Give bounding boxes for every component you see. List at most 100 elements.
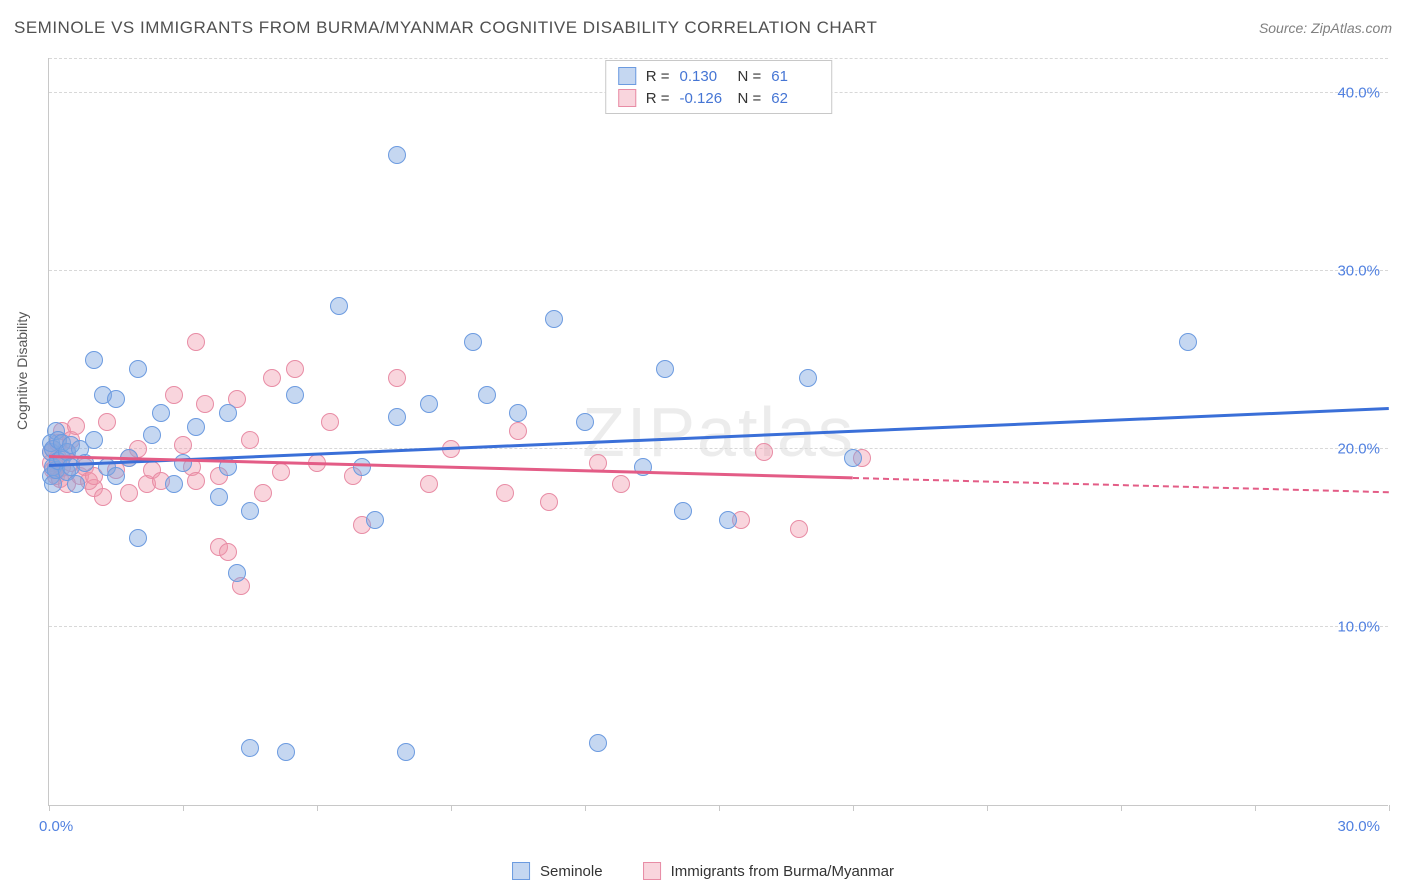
scatter-point-series1 bbox=[165, 475, 183, 493]
y-tick-label: 20.0% bbox=[1337, 440, 1380, 457]
scatter-point-series2 bbox=[496, 484, 514, 502]
legend-swatch-series2 bbox=[643, 862, 661, 880]
r-value-series1: 0.130 bbox=[680, 68, 728, 85]
scatter-point-series1 bbox=[152, 404, 170, 422]
scatter-point-series2 bbox=[67, 417, 85, 435]
scatter-point-series2 bbox=[187, 333, 205, 351]
n-value-series2: 62 bbox=[771, 90, 819, 107]
r-label: R = bbox=[646, 68, 670, 85]
scatter-point-series1 bbox=[143, 426, 161, 444]
scatter-point-series1 bbox=[545, 310, 563, 328]
legend-label-series2: Immigrants from Burma/Myanmar bbox=[671, 863, 894, 880]
x-tick bbox=[853, 805, 854, 811]
scatter-point-series1 bbox=[674, 502, 692, 520]
r-value-series2: -0.126 bbox=[680, 90, 728, 107]
chart-title: SEMINOLE VS IMMIGRANTS FROM BURMA/MYANMA… bbox=[14, 18, 877, 38]
scatter-point-series2 bbox=[187, 472, 205, 490]
series-legend: Seminole Immigrants from Burma/Myanmar bbox=[512, 862, 894, 880]
scatter-point-series2 bbox=[321, 413, 339, 431]
scatter-point-series1 bbox=[85, 351, 103, 369]
x-tick bbox=[1389, 805, 1390, 811]
x-tick bbox=[1255, 805, 1256, 811]
x-tick bbox=[1121, 805, 1122, 811]
scatter-point-series1 bbox=[589, 734, 607, 752]
scatter-point-series1 bbox=[241, 739, 259, 757]
legend-swatch-series1 bbox=[618, 67, 636, 85]
scatter-point-series1 bbox=[366, 511, 384, 529]
scatter-point-series2 bbox=[272, 463, 290, 481]
scatter-point-series2 bbox=[98, 413, 116, 431]
scatter-point-series1 bbox=[219, 404, 237, 422]
n-value-series1: 61 bbox=[771, 68, 819, 85]
scatter-point-series1 bbox=[107, 467, 125, 485]
scatter-point-series2 bbox=[263, 369, 281, 387]
scatter-point-series2 bbox=[196, 395, 214, 413]
scatter-point-series1 bbox=[129, 529, 147, 547]
scatter-point-series2 bbox=[509, 422, 527, 440]
grid-line bbox=[49, 270, 1388, 271]
grid-line bbox=[49, 58, 1388, 59]
scatter-point-series1 bbox=[576, 413, 594, 431]
x-axis-max-label: 30.0% bbox=[1337, 818, 1380, 835]
x-tick bbox=[49, 805, 50, 811]
scatter-point-series2 bbox=[790, 520, 808, 538]
scatter-point-series1 bbox=[509, 404, 527, 422]
x-tick bbox=[451, 805, 452, 811]
x-tick bbox=[183, 805, 184, 811]
scatter-point-series1 bbox=[844, 449, 862, 467]
scatter-point-series1 bbox=[719, 511, 737, 529]
scatter-point-series2 bbox=[254, 484, 272, 502]
scatter-point-series2 bbox=[420, 475, 438, 493]
scatter-point-series1 bbox=[228, 564, 246, 582]
x-tick bbox=[987, 805, 988, 811]
scatter-point-series2 bbox=[165, 386, 183, 404]
scatter-point-series1 bbox=[1179, 333, 1197, 351]
source-label: Source: ZipAtlas.com bbox=[1259, 20, 1392, 36]
legend-row-series2: R = -0.126 N = 62 bbox=[618, 87, 820, 109]
y-tick-label: 40.0% bbox=[1337, 84, 1380, 101]
scatter-point-series1 bbox=[656, 360, 674, 378]
legend-row-series1: R = 0.130 N = 61 bbox=[618, 65, 820, 87]
scatter-point-series1 bbox=[174, 454, 192, 472]
correlation-legend: R = 0.130 N = 61 R = -0.126 N = 62 bbox=[605, 60, 833, 114]
scatter-point-series2 bbox=[612, 475, 630, 493]
scatter-point-series2 bbox=[388, 369, 406, 387]
scatter-point-series2 bbox=[540, 493, 558, 511]
scatter-point-series1 bbox=[210, 488, 228, 506]
scatter-point-series1 bbox=[420, 395, 438, 413]
n-label: N = bbox=[738, 90, 762, 107]
legend-swatch-series2 bbox=[618, 89, 636, 107]
scatter-point-series1 bbox=[799, 369, 817, 387]
scatter-point-series1 bbox=[241, 502, 259, 520]
x-tick bbox=[585, 805, 586, 811]
scatter-point-series1 bbox=[464, 333, 482, 351]
scatter-point-series1 bbox=[67, 475, 85, 493]
y-tick-label: 10.0% bbox=[1337, 618, 1380, 635]
scatter-point-series2 bbox=[219, 543, 237, 561]
scatter-point-series1 bbox=[388, 408, 406, 426]
scatter-point-series1 bbox=[277, 743, 295, 761]
y-tick-label: 30.0% bbox=[1337, 262, 1380, 279]
legend-swatch-series1 bbox=[512, 862, 530, 880]
legend-label-series1: Seminole bbox=[540, 863, 603, 880]
x-axis-min-label: 0.0% bbox=[39, 818, 73, 835]
scatter-point-series2 bbox=[286, 360, 304, 378]
scatter-point-series2 bbox=[120, 484, 138, 502]
y-axis-label: Cognitive Disability bbox=[14, 312, 30, 430]
grid-line bbox=[49, 626, 1388, 627]
scatter-point-series1 bbox=[85, 431, 103, 449]
n-label: N = bbox=[738, 68, 762, 85]
scatter-point-series2 bbox=[241, 431, 259, 449]
scatter-point-series1 bbox=[107, 390, 125, 408]
scatter-point-series2 bbox=[174, 436, 192, 454]
x-tick bbox=[719, 805, 720, 811]
scatter-point-series1 bbox=[353, 458, 371, 476]
trend-line-extrapolated bbox=[853, 477, 1389, 493]
scatter-point-series1 bbox=[330, 297, 348, 315]
scatter-point-series1 bbox=[286, 386, 304, 404]
r-label: R = bbox=[646, 90, 670, 107]
scatter-point-series1 bbox=[478, 386, 496, 404]
scatter-point-series1 bbox=[397, 743, 415, 761]
scatter-point-series1 bbox=[129, 360, 147, 378]
scatter-point-series2 bbox=[94, 488, 112, 506]
